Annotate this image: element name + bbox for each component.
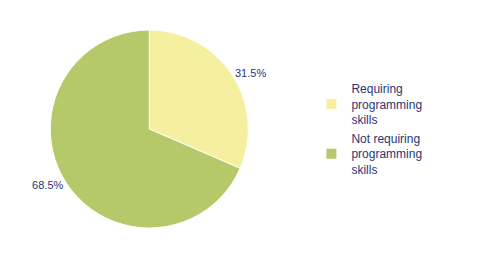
svg-text:Not requiringprogrammingskills: Not requiringprogrammingskills	[351, 132, 422, 177]
svg-text:68.5%: 68.5%	[32, 179, 63, 191]
svg-text:31.5%: 31.5%	[235, 67, 266, 79]
svg-text:Requiringprogrammingskills: Requiringprogrammingskills	[351, 82, 422, 127]
